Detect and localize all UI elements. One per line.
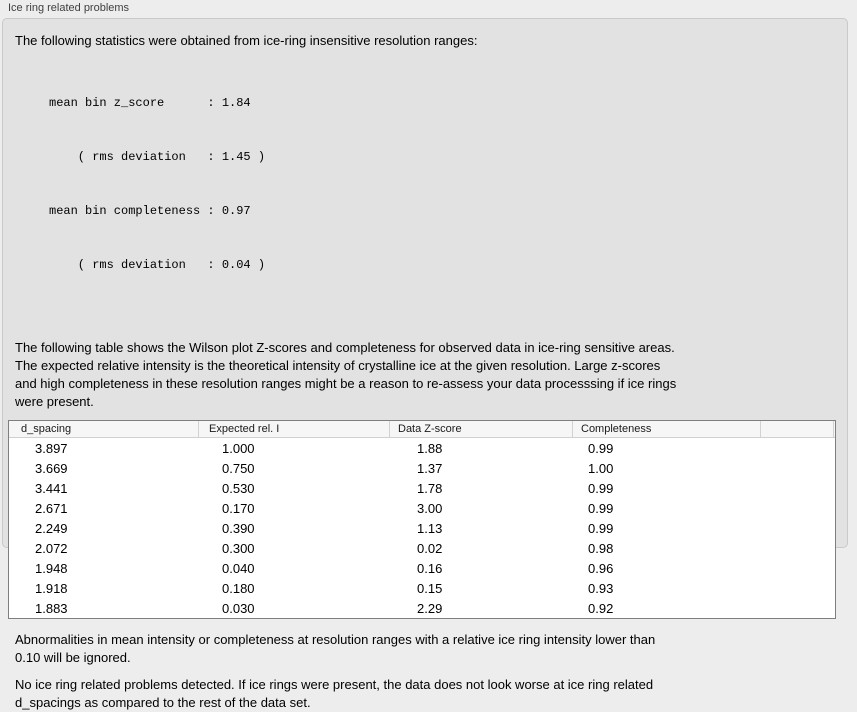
table-cell: 3.669 bbox=[35, 460, 68, 476]
table-row[interactable]: 3.441 0.530 1.78 0.99 bbox=[9, 478, 835, 498]
table-cell: 1.37 bbox=[417, 460, 443, 476]
stats-line: ( rms deviation : 0.04 ) bbox=[49, 258, 266, 272]
table-cell: 0.750 bbox=[222, 460, 255, 476]
table-cell: 1.948 bbox=[35, 560, 68, 576]
table-header-expected-rel-i: Expected rel. I bbox=[199, 421, 390, 437]
text-line: The expected relative intensity is the t… bbox=[15, 358, 661, 373]
table-cell: 2.249 bbox=[35, 520, 68, 536]
table-row[interactable]: 2.072 0.300 0.02 0.98 bbox=[9, 538, 835, 558]
table-cell: 1.000 bbox=[222, 440, 255, 456]
table-cell: 3.441 bbox=[35, 480, 68, 496]
table-cell: 1.918 bbox=[35, 580, 68, 596]
text-line: 0.10 will be ignored. bbox=[15, 650, 131, 665]
table-header-data-z-score: Data Z-score bbox=[390, 421, 573, 437]
note-text: Abnormalities in mean intensity or compl… bbox=[15, 631, 835, 667]
stats-line: mean bin z_score : 1.84 bbox=[49, 96, 251, 110]
ice-ring-groupbox: The following statistics were obtained f… bbox=[2, 18, 848, 710]
table-cell: 2.29 bbox=[417, 600, 443, 616]
table-cell: 0.15 bbox=[417, 580, 443, 596]
table-header-completeness: Completeness bbox=[573, 421, 761, 437]
table-cell: 0.99 bbox=[588, 520, 614, 536]
table-row[interactable]: 2.249 0.390 1.13 0.99 bbox=[9, 518, 835, 538]
text-line: were present. bbox=[15, 394, 94, 409]
stats-line: mean bin completeness : 0.97 bbox=[49, 204, 251, 218]
table-cell: 2.671 bbox=[35, 500, 68, 516]
table-cell: 1.13 bbox=[417, 520, 443, 536]
table-cell: 1.78 bbox=[417, 480, 443, 496]
table-cell: 0.300 bbox=[222, 540, 255, 556]
table-cell: 0.93 bbox=[588, 580, 614, 596]
groupbox-title: Ice ring related problems bbox=[8, 2, 130, 14]
stats-line: ( rms deviation : 1.45 ) bbox=[49, 150, 266, 164]
table-cell: 0.040 bbox=[222, 560, 255, 576]
table-row[interactable]: 1.918 0.180 0.15 0.93 bbox=[9, 578, 835, 598]
text-line: Abnormalities in mean intensity or compl… bbox=[15, 632, 656, 647]
table-cell: 1.88 bbox=[417, 440, 443, 456]
text-line: and high completeness in these resolutio… bbox=[15, 376, 677, 391]
table-cell: 0.92 bbox=[588, 600, 614, 616]
table-cell: 0.030 bbox=[222, 600, 255, 616]
table-header-filler bbox=[834, 421, 835, 437]
table-cell: 3.897 bbox=[35, 440, 68, 456]
table-cell: 0.99 bbox=[588, 480, 614, 496]
table-cell: 0.99 bbox=[588, 440, 614, 456]
table-cell: 0.02 bbox=[417, 540, 443, 556]
table-cell: 1.883 bbox=[35, 600, 68, 616]
table-cell: 0.170 bbox=[222, 500, 255, 516]
table-cell: 0.530 bbox=[222, 480, 255, 496]
ice-ring-table: d_spacing Expected rel. I Data Z-score C… bbox=[8, 420, 836, 619]
table-header-d-spacing: d_spacing bbox=[9, 421, 199, 437]
text-line: No ice ring related problems detected. I… bbox=[15, 677, 654, 692]
table-cell: 0.99 bbox=[588, 500, 614, 516]
intro-text: The following statistics were obtained f… bbox=[15, 33, 478, 48]
description-text: The following table shows the Wilson plo… bbox=[15, 339, 835, 411]
table-header-empty bbox=[761, 421, 834, 437]
table-cell: 2.072 bbox=[35, 540, 68, 556]
table-cell: 0.16 bbox=[417, 560, 443, 576]
table-cell: 3.00 bbox=[417, 500, 443, 516]
text-line: d_spacings as compared to the rest of th… bbox=[15, 695, 311, 710]
table-cell: 1.00 bbox=[588, 460, 614, 476]
table-cell: 0.180 bbox=[222, 580, 255, 596]
table-header-row: d_spacing Expected rel. I Data Z-score C… bbox=[9, 421, 835, 438]
conclusion-text: No ice ring related problems detected. I… bbox=[15, 676, 835, 712]
table-body: 3.897 1.000 1.88 0.99 3.669 0.750 1.37 1… bbox=[9, 438, 835, 618]
table-cell: 0.96 bbox=[588, 560, 614, 576]
table-row[interactable]: 3.669 0.750 1.37 1.00 bbox=[9, 458, 835, 478]
stats-block: mean bin z_score : 1.84 ( rms deviation … bbox=[49, 58, 847, 310]
table-row[interactable]: 1.948 0.040 0.16 0.96 bbox=[9, 558, 835, 578]
table-cell: 0.390 bbox=[222, 520, 255, 536]
table-row[interactable]: 3.897 1.000 1.88 0.99 bbox=[9, 438, 835, 458]
text-line: The following table shows the Wilson plo… bbox=[15, 340, 675, 355]
table-row[interactable]: 2.671 0.170 3.00 0.99 bbox=[9, 498, 835, 518]
table-row[interactable]: 1.883 0.030 2.29 0.92 bbox=[9, 598, 835, 618]
table-cell: 0.98 bbox=[588, 540, 614, 556]
